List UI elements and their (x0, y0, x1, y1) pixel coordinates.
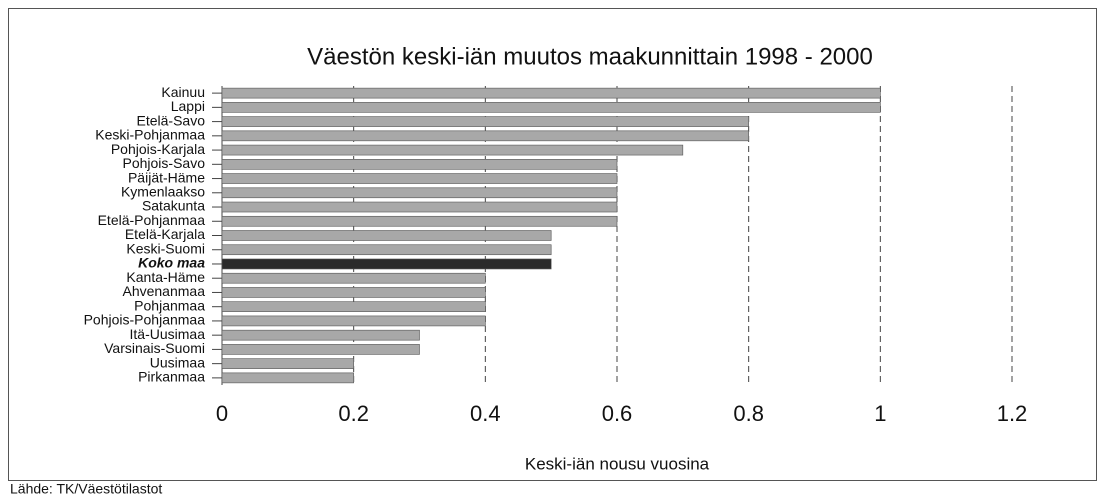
bar (221, 87, 881, 99)
y-tick-label: Kanta-Häme (126, 269, 205, 285)
bar (221, 344, 420, 355)
bar (221, 272, 486, 284)
y-tick-label: Itä-Uusimaa (130, 326, 206, 342)
bar (221, 230, 552, 241)
bar (221, 130, 749, 142)
bar (221, 244, 552, 256)
y-tick-label: Uusimaa (150, 354, 205, 370)
y-tick-label: Keski-Suomi (126, 240, 205, 256)
bar (221, 102, 881, 113)
bar (221, 187, 618, 199)
y-tick-label: Pohjanmaa (134, 297, 205, 313)
bar (221, 329, 420, 341)
y-tick-label: Kymenlaakso (121, 183, 205, 199)
y-tick-label: Pirkanmaa (138, 369, 205, 385)
y-tick-label: Lappi (171, 98, 205, 114)
y-tick-label: Etelä-Savo (137, 112, 206, 128)
frame (8, 8, 1097, 481)
y-tick-label: Etelä-Pohjanmaa (98, 212, 206, 228)
bar (221, 372, 354, 384)
bar (221, 215, 618, 227)
y-tick-label: Varsinais-Suomi (104, 340, 205, 356)
bar (221, 315, 486, 327)
y-tick-label: Keski-Pohjanmaa (95, 127, 205, 143)
x-tick-label: 0.6 (602, 401, 633, 426)
y-tick-label: Kainuu (161, 84, 205, 100)
y-tick-label: Etelä-Karjala (125, 226, 205, 242)
bar (221, 287, 486, 298)
bar (221, 116, 749, 127)
x-tick-label: 0.2 (338, 401, 369, 426)
y-tick-label: Ahvenanmaa (122, 283, 205, 299)
y-tick-label: Satakunta (142, 198, 205, 214)
bar (221, 358, 354, 369)
bar (221, 301, 486, 312)
y-tick-label: Koko maa (138, 255, 205, 271)
x-tick-label: 1.2 (997, 401, 1028, 426)
bar (221, 159, 618, 170)
bar (221, 201, 618, 213)
chart-title: Väestön keski-iän muutos maakunnittain 1… (307, 43, 873, 70)
x-tick-label: 0 (216, 401, 228, 426)
source: Lähde: TK/Väestötilastot (10, 481, 162, 497)
bar (221, 258, 552, 270)
bar (221, 144, 684, 156)
x-tick-label: 0.8 (733, 401, 764, 426)
bar (221, 173, 618, 184)
y-tick-label: Pohjois-Pohjanmaa (84, 312, 206, 328)
y-tick-label: Pohjois-Savo (123, 155, 206, 171)
y-tick-label: Päijät-Häme (128, 169, 205, 185)
x-axis-label: Keski-iän nousu vuosina (525, 454, 710, 473)
x-tick-label: 0.4 (470, 401, 501, 426)
y-tick-label: Pohjois-Karjala (111, 141, 205, 157)
x-tick-label: 1 (874, 401, 886, 426)
